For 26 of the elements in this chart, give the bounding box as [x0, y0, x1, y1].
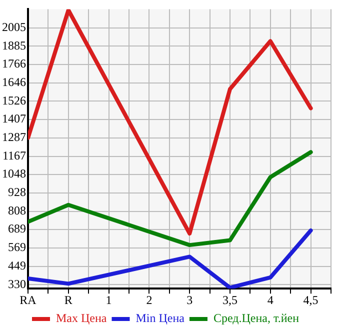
y-tick-label: 1526 — [2, 93, 26, 108]
legend-label: Сред.Цена, т.йен — [213, 311, 300, 326]
x-tick-label: 3 — [186, 292, 193, 307]
y-tick-label: 808 — [8, 203, 26, 218]
y-tick-label: 1646 — [2, 74, 26, 89]
y-tick-label: 330 — [8, 276, 26, 291]
legend-label: Min Цена — [136, 311, 186, 326]
y-tick-label: 449 — [8, 258, 26, 273]
y-tick-label: 689 — [8, 222, 26, 236]
x-tick-label: 3,5 — [222, 292, 238, 307]
y-tick-label: 569 — [8, 240, 26, 254]
legend-label: Max Цена — [56, 311, 108, 326]
x-tick-label: RA — [20, 292, 37, 307]
x-tick-label: R — [64, 292, 72, 307]
y-tick-label: 1048 — [2, 166, 26, 181]
x-tick-label: 4 — [267, 292, 274, 307]
y-tick-label: 1885 — [2, 38, 26, 52]
y-tick-label: 1287 — [2, 130, 26, 144]
x-tick-label: 2 — [146, 292, 152, 307]
y-tick-label: 1167 — [2, 148, 26, 162]
y-tick-label: 1407 — [2, 112, 26, 126]
x-tick-label: 4,5 — [303, 292, 318, 307]
y-tick-label: 928 — [8, 185, 26, 200]
x-tick-label: 1 — [106, 292, 112, 307]
y-tick-label: 1766 — [2, 56, 26, 71]
y-tick-label: 2005 — [2, 20, 26, 34]
